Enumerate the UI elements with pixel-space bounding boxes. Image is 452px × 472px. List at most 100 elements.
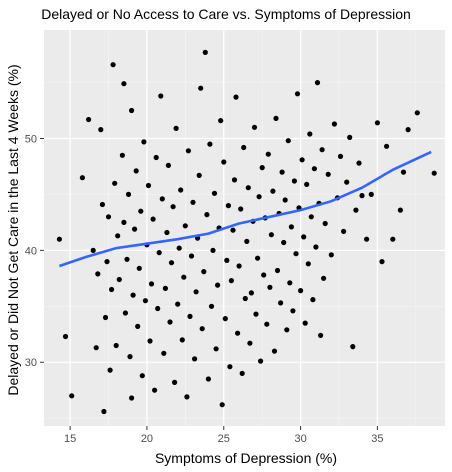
data-point (374, 120, 380, 126)
data-point (267, 284, 273, 290)
data-point (247, 340, 253, 346)
data-point (172, 379, 178, 385)
data-point (124, 256, 130, 262)
data-point (259, 165, 265, 171)
data-point (331, 121, 337, 127)
data-point (176, 245, 182, 251)
data-point (261, 272, 267, 278)
data-point (104, 259, 110, 265)
data-point (188, 253, 195, 259)
data-point (285, 138, 291, 144)
data-point (156, 250, 162, 256)
data-point (284, 327, 290, 333)
data-point (353, 207, 359, 213)
data-point (129, 395, 135, 401)
data-point (215, 282, 221, 288)
data-point (121, 219, 127, 225)
data-point (228, 278, 234, 284)
data-point (69, 393, 75, 399)
data-point (319, 147, 325, 153)
data-point (218, 118, 224, 124)
data-point (182, 223, 188, 229)
data-point (308, 214, 314, 220)
data-point (173, 125, 179, 131)
data-point (145, 182, 152, 189)
data-point (298, 288, 304, 294)
data-point (390, 236, 396, 242)
data-point (192, 356, 198, 362)
data-point (185, 148, 191, 154)
data-point (222, 316, 228, 322)
data-point (230, 227, 236, 233)
data-point (279, 169, 285, 175)
data-point (208, 303, 215, 309)
data-point (99, 201, 105, 208)
y-tick-label: 40 (25, 245, 37, 257)
data-point (356, 160, 362, 166)
data-point (178, 187, 184, 193)
data-point (271, 348, 278, 354)
x-tick-label: 25 (218, 433, 230, 445)
data-point (294, 91, 301, 97)
data-point (105, 214, 112, 220)
y-axis-title: Delayed or Did Not Get Care in the Last … (5, 64, 21, 395)
data-point (184, 394, 190, 400)
data-point (90, 247, 96, 253)
data-point (159, 196, 165, 202)
data-point (202, 49, 208, 56)
data-point (301, 234, 307, 240)
data-point (199, 326, 205, 332)
data-point (201, 269, 207, 275)
data-point (293, 251, 299, 257)
x-tick-label: 30 (294, 433, 306, 445)
data-point (119, 152, 125, 158)
data-point (127, 354, 133, 360)
data-point (397, 207, 403, 213)
data-point (278, 300, 284, 306)
data-point (102, 314, 109, 321)
data-point (225, 203, 231, 209)
data-point (107, 367, 113, 373)
data-point (414, 110, 420, 116)
data-point (125, 191, 132, 197)
data-point (56, 236, 63, 242)
data-point (321, 275, 327, 281)
data-point (161, 350, 167, 356)
data-point (210, 247, 216, 253)
data-point (282, 197, 288, 203)
data-point (167, 319, 173, 325)
data-point (241, 144, 247, 151)
data-point (205, 376, 211, 382)
data-point (224, 257, 230, 263)
data-point (109, 286, 115, 293)
data-point (251, 124, 258, 130)
x-tick-label: 15 (64, 433, 76, 445)
data-point (158, 93, 164, 99)
data-point (268, 232, 274, 238)
data-point (288, 224, 294, 230)
data-point (112, 180, 118, 186)
data-point (138, 208, 144, 214)
data-point (290, 308, 296, 314)
data-point (337, 153, 344, 159)
data-point (274, 267, 281, 274)
data-point (141, 139, 147, 145)
data-point (187, 313, 193, 319)
data-point (168, 260, 175, 266)
data-point (347, 134, 353, 140)
y-tick-label: 50 (25, 134, 37, 146)
data-point (359, 193, 365, 199)
data-point (311, 166, 317, 172)
data-point (325, 171, 331, 177)
data-point (95, 271, 101, 277)
data-point (122, 310, 128, 316)
data-point (153, 154, 159, 161)
data-point (256, 194, 262, 200)
data-point (231, 177, 238, 183)
data-point (341, 228, 347, 234)
data-point (150, 216, 156, 222)
data-point (132, 226, 138, 232)
plot-panel (44, 30, 445, 426)
data-point (221, 159, 227, 165)
